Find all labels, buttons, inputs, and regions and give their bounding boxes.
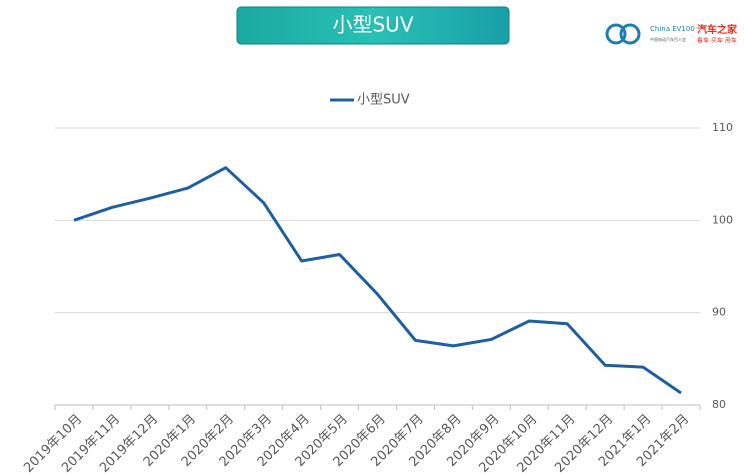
logo-text: China EV100 [650,25,695,33]
y-tick-label: 90 [712,306,726,319]
line-series [73,166,682,395]
logo-text: 汽车之家 [697,23,738,36]
y-tick-label: 110 [712,121,733,134]
legend-label: 小型SUV [357,93,410,108]
chart-title: 小型SUV [332,13,413,37]
logo-text: 中国电动汽车百人会 [650,36,686,42]
y-tick-label: 80 [712,398,726,411]
logo-ring [619,23,641,45]
title-box [236,6,510,45]
logo: China EV100 中国电动汽车百人会 汽车之家 看车·买车·用车 [605,23,738,45]
logo-ring [605,23,627,45]
y-tick-label: 100 [712,213,733,226]
logo-text: 看车·买车·用车 [697,37,737,45]
